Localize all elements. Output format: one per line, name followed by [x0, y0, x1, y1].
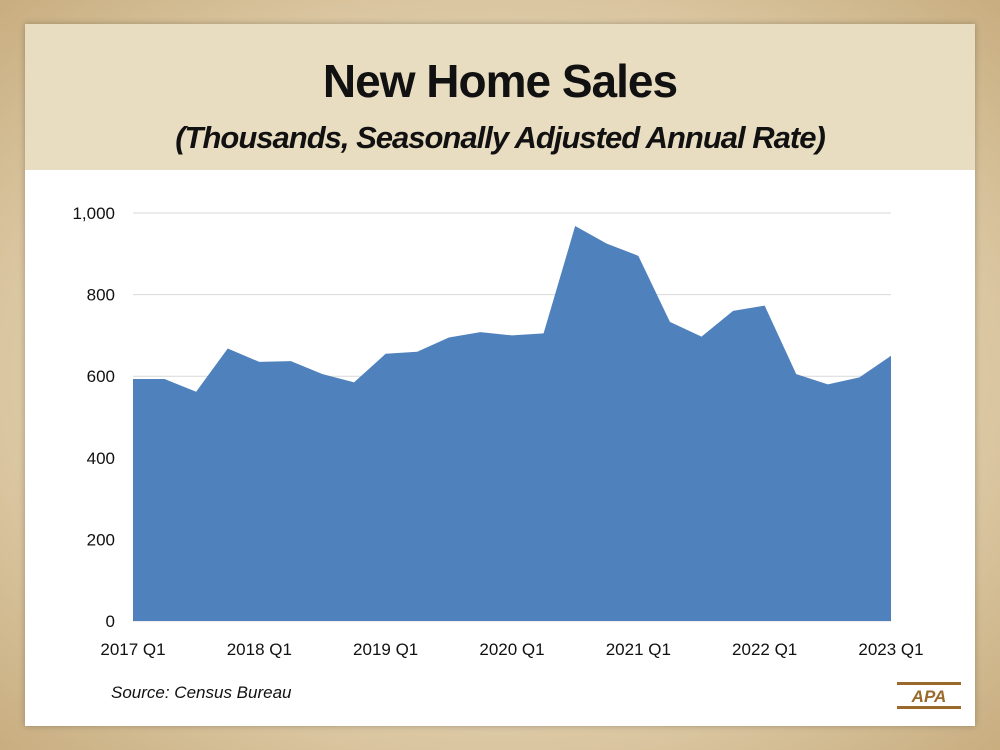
chart-title: New Home Sales	[322, 55, 678, 107]
x-tick-label: 2021 Q1	[606, 640, 671, 659]
y-tick-label: 0	[106, 612, 115, 631]
x-tick-label: 2018 Q1	[227, 640, 292, 659]
y-tick-label: 800	[87, 286, 115, 305]
y-axis-labels: 0 200 400 600 800 1,000	[72, 204, 115, 631]
apa-logo: APA	[897, 682, 961, 709]
slide: New Home Sales (Thousands, Seasonally Ad…	[25, 24, 975, 726]
y-tick-label: 200	[87, 530, 115, 549]
chart-subtitle: (Thousands, Seasonally Adjusted Annual R…	[175, 120, 826, 155]
apa-logo-text: APA	[911, 687, 947, 706]
x-tick-label: 2022 Q1	[732, 640, 797, 659]
source-note: Source: Census Bureau	[111, 683, 292, 702]
title-banner: New Home Sales (Thousands, Seasonally Ad…	[25, 24, 975, 170]
area-chart: 0 200 400 600 800 1,000 2017 Q1 2018 Q1 2019 Q1…	[72, 204, 923, 659]
x-axis-labels: 2017 Q1 2018 Q1 2019 Q1 2020 Q1 2021 Q1 2022 …	[100, 640, 923, 659]
y-tick-label: 400	[87, 449, 115, 468]
y-tick-label: 1,000	[72, 204, 115, 223]
y-tick-label: 600	[87, 367, 115, 386]
area-series-new-home-sales	[133, 226, 891, 621]
x-tick-label: 2020 Q1	[479, 640, 544, 659]
series-area	[133, 226, 891, 621]
x-tick-label: 2019 Q1	[353, 640, 418, 659]
x-tick-label: 2023 Q1	[858, 640, 923, 659]
x-tick-label: 2017 Q1	[100, 640, 165, 659]
